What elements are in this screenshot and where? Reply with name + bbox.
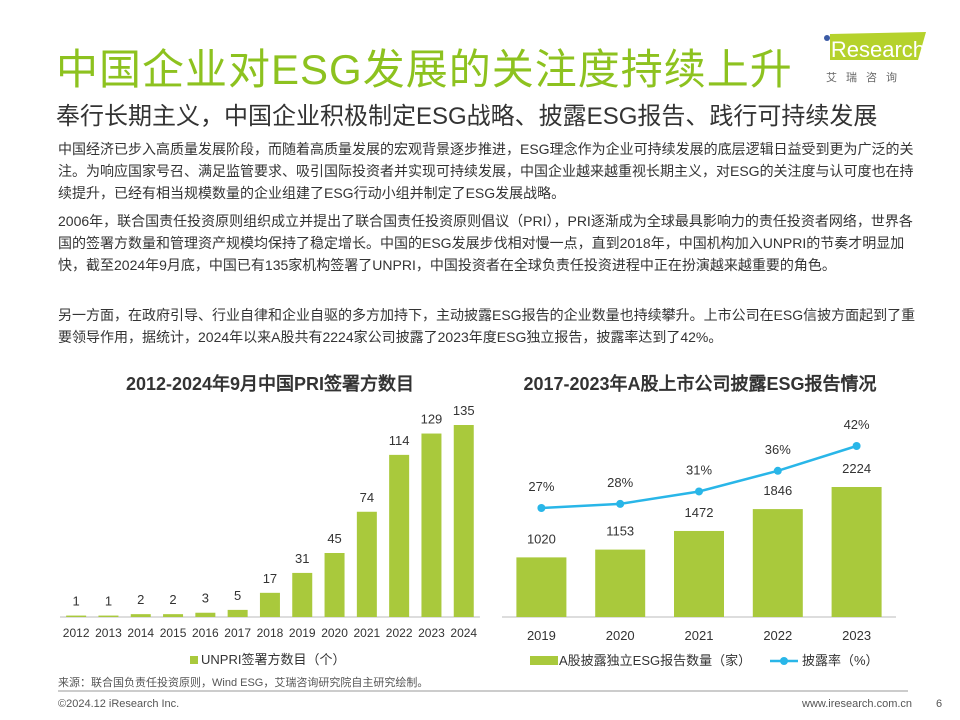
rate-point <box>695 487 703 496</box>
copyright: ©2024.12 iResearch Inc. <box>58 698 180 710</box>
rate-data-label: 31% <box>686 462 712 477</box>
bar <box>752 509 803 617</box>
bar <box>292 572 313 617</box>
legend-swatch <box>530 656 558 665</box>
bar <box>227 609 248 617</box>
paragraph-2: 2006年，联合国责任投资原则组织成立并提出了联合国责任投资原则倡议（PRI），… <box>58 213 913 273</box>
bar <box>163 614 184 617</box>
footer-divider <box>58 690 908 692</box>
x-tick-label: 2017 <box>224 626 251 640</box>
website-url: www.iresearch.com.cn <box>802 698 913 710</box>
paragraph-1: 中国经济已步入高质量发展阶段，而随着高质量发展的宏观背景逐步推进，ESG理念作为… <box>58 141 914 201</box>
bar <box>453 425 474 617</box>
bar <box>195 612 216 617</box>
bar <box>595 549 646 617</box>
x-tick-label: 2022 <box>763 628 792 643</box>
data-label: 2 <box>169 592 176 607</box>
x-tick-label: 2024 <box>450 626 477 640</box>
x-tick-label: 2020 <box>321 626 348 640</box>
rate-data-label: 27% <box>528 479 554 494</box>
bar-data-label: 1472 <box>685 505 714 520</box>
data-label: 2 <box>137 592 144 607</box>
legend-swatch <box>190 656 198 664</box>
bar-data-label: 1846 <box>763 483 792 498</box>
bar-data-label: 1153 <box>606 524 634 539</box>
bar-data-label: 1020 <box>527 531 556 546</box>
x-tick-label: 2012 <box>63 626 90 640</box>
bar <box>421 433 442 617</box>
svg-text:iResearch: iResearch <box>826 37 925 62</box>
x-tick-label: 2021 <box>685 628 714 643</box>
bar <box>66 615 87 617</box>
page-number: 6 <box>936 698 943 710</box>
data-label: 74 <box>360 490 374 505</box>
bar <box>389 454 410 617</box>
rate-point <box>537 504 546 512</box>
legend-marker <box>780 657 788 665</box>
data-label: 1 <box>73 594 80 609</box>
x-tick-label: 2020 <box>606 628 635 643</box>
data-label: 129 <box>421 412 443 427</box>
bar <box>356 511 377 617</box>
data-label: 31 <box>295 551 309 566</box>
bar <box>674 530 724 617</box>
rate-data-label: 28% <box>607 475 633 490</box>
data-label: 1 <box>105 594 112 609</box>
rate-point <box>773 466 782 475</box>
data-label: 5 <box>234 588 241 603</box>
x-tick-label: 2016 <box>192 626 219 640</box>
bar <box>324 553 345 617</box>
x-tick-label: 2023 <box>842 628 871 643</box>
rate-data-label: 36% <box>765 442 791 457</box>
bar <box>259 592 280 617</box>
x-tick-label: 2019 <box>527 628 556 643</box>
rate-point <box>616 499 625 508</box>
x-tick-label: 2015 <box>160 626 187 640</box>
page-title: 中国企业对ESG发展的关注度持续上升 <box>56 46 793 93</box>
x-tick-label: 2013 <box>95 626 122 640</box>
bar-data-label: 2224 <box>842 461 871 476</box>
data-label: 135 <box>453 403 475 418</box>
bar <box>98 615 119 617</box>
x-tick-label: 2021 <box>353 626 380 640</box>
page-subtitle: 奉行长期主义，中国企业积极制定ESG战略、披露ESG报告、践行可持续发展 <box>56 103 878 130</box>
data-label: 45 <box>327 531 341 546</box>
data-label: 3 <box>202 591 209 606</box>
data-label: 17 <box>263 571 277 586</box>
bar <box>516 557 567 617</box>
x-tick-label: 2019 <box>289 626 316 640</box>
source-note: 来源：联合国负责任投资原则，Wind ESG，艾瑞咨询研究院自主研究绘制。 <box>58 677 429 689</box>
x-tick-label: 2018 <box>257 626 284 640</box>
bar <box>831 487 882 617</box>
rate-point <box>852 442 861 450</box>
bar <box>130 614 151 617</box>
paragraph-3: 另一方面，在政府引导、行业自律和企业自驱的多方加持下，主动披露ESG报告的企业数… <box>58 307 916 345</box>
x-tick-label: 2023 <box>418 626 445 640</box>
legend-label: A股披露独立ESG报告数量（家） <box>559 653 751 668</box>
data-label: 114 <box>389 433 410 448</box>
chart-1-title: 2012-2024年9月中国PRI签署方数目 <box>125 374 415 394</box>
x-tick-label: 2022 <box>386 626 413 640</box>
rate-data-label: 42% <box>844 417 870 432</box>
legend-label: UNPRI签署方数目（个） <box>201 652 345 667</box>
legend-label: 披露率（%） <box>802 653 879 668</box>
chart-2-title: 2017-2023年A股上市公司披露ESG报告情况 <box>523 374 877 394</box>
iresearch-logo: iResearch 艾瑞咨询 <box>822 30 932 85</box>
x-tick-label: 2014 <box>127 626 154 640</box>
